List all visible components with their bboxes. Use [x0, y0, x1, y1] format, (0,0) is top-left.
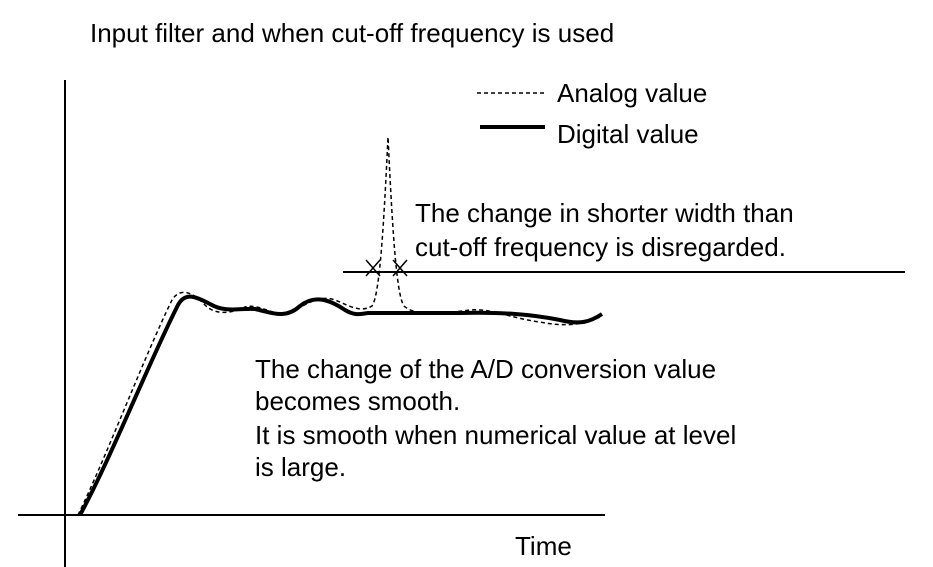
x-axis-label: Time [515, 531, 572, 561]
annotation: cut-off frequency is disregarded. [415, 232, 786, 262]
digital-curve [78, 294, 604, 516]
annotation: becomes smooth. [255, 386, 460, 416]
annotation: is large. [255, 452, 346, 482]
legend-label: Analog value [557, 78, 707, 108]
annotation: The change in shorter width than [415, 198, 794, 228]
annotation: The change of the A/D conversion value [255, 354, 716, 384]
cutoff-markers [365, 259, 408, 277]
legend-label: Digital value [557, 119, 699, 149]
annotation: It is smooth when numerical value at lev… [255, 420, 736, 450]
title: Input filter and when cut-off frequency … [90, 18, 614, 48]
analog-curve [77, 136, 603, 516]
